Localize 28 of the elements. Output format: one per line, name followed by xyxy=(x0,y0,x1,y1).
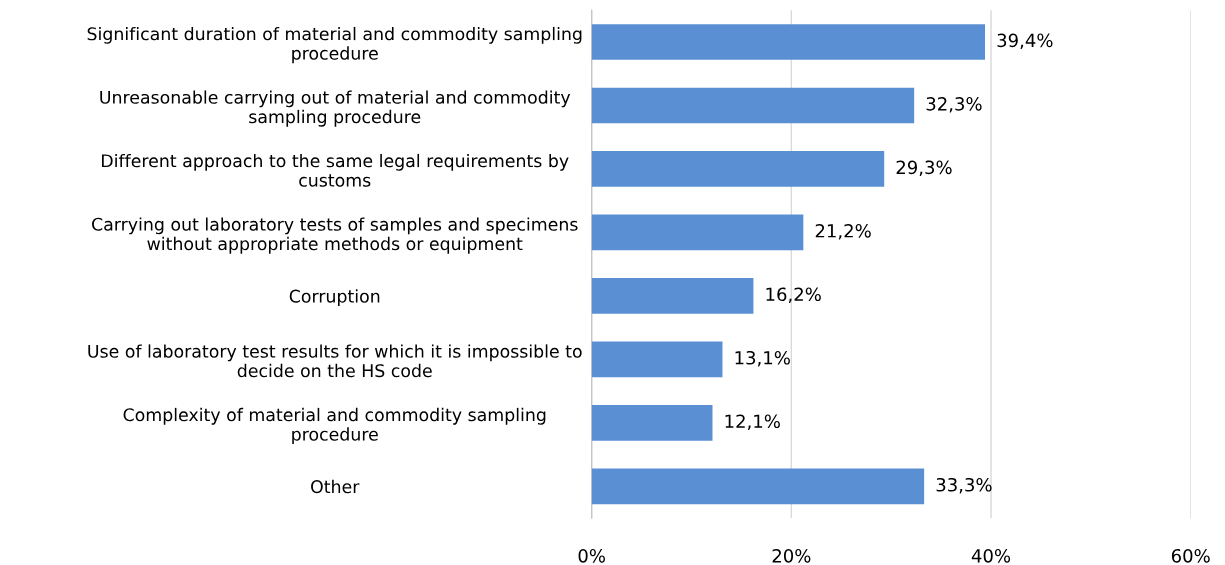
y-tick-label: Carrying out laboratory tests of samples and specimens without appropriate methods or equipment xyxy=(92,217,578,254)
y-tick-label: Complexity of material and commodity sampling procedure xyxy=(123,407,546,445)
y-tick-label: Unreasonable carrying out of material and commodity sampling procedure xyxy=(100,90,571,127)
bar xyxy=(591,214,804,251)
bar xyxy=(591,468,925,505)
bar xyxy=(591,278,754,314)
x-tick-label: 60% xyxy=(1171,548,1210,563)
bar xyxy=(591,151,885,187)
data-label: 39,4% xyxy=(997,33,1053,49)
data-label: 21,2% xyxy=(815,223,871,240)
x-tick-label: 40% xyxy=(971,548,1011,563)
data-label: 33,3% xyxy=(936,477,992,494)
y-tick-label: Significant duration of material and commodity sampling procedure xyxy=(87,26,582,64)
data-label: 12,1% xyxy=(725,414,780,430)
data-label: 16,2% xyxy=(766,287,821,303)
bar xyxy=(591,87,915,124)
y-tick-label: Different approach to the same legal requirements by customs xyxy=(102,153,569,187)
y-tick-label: Corruption xyxy=(289,289,380,307)
bar xyxy=(591,24,986,60)
data-label: 32,3% xyxy=(926,96,982,113)
y-tick-label: Use of laboratory test results for which it is impossible to decide on the HS code xyxy=(88,344,582,378)
y-tick-label: Other xyxy=(311,479,360,494)
x-tick-label: 20% xyxy=(772,548,811,563)
bar xyxy=(591,341,723,378)
bar xyxy=(591,405,713,441)
x-tick-label: 0% xyxy=(578,548,605,563)
data-label: 13,1% xyxy=(735,350,790,367)
data-label: 29,3% xyxy=(896,160,952,176)
